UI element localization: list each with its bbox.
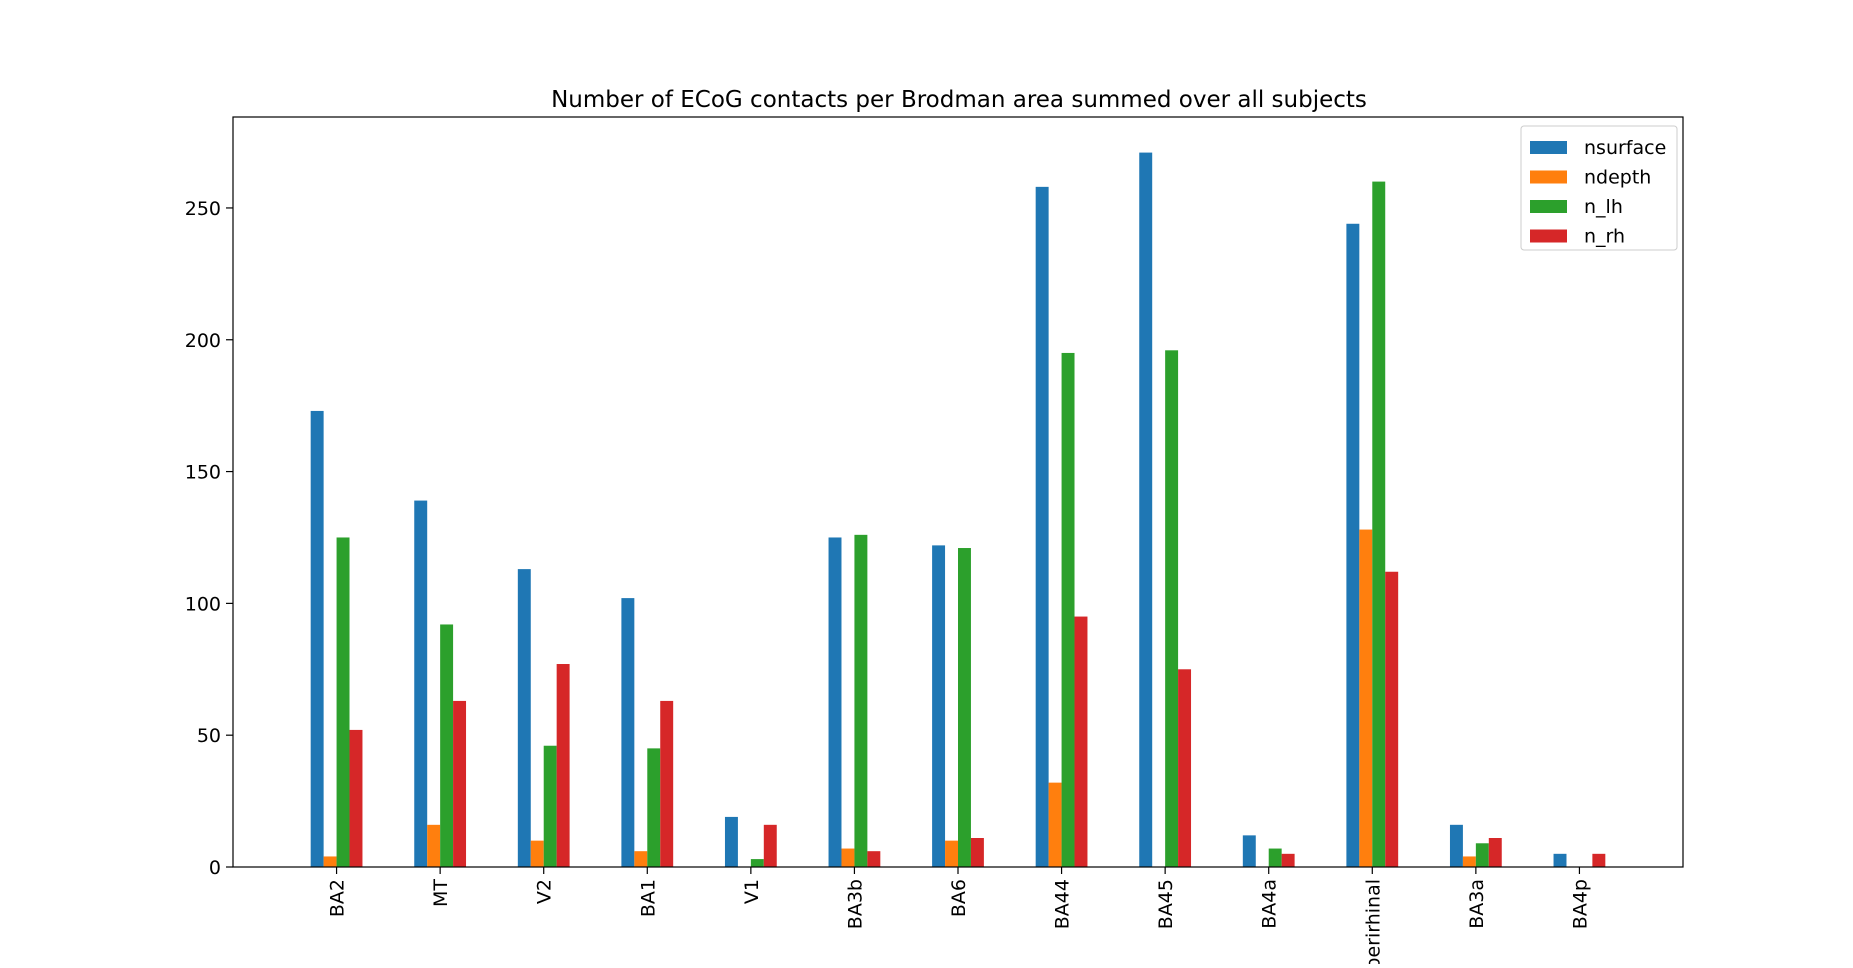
bar-n_lh-BA44 xyxy=(1061,352,1075,867)
x-tick-label-BA45: BA45 xyxy=(1155,879,1177,929)
bar-n_rh-BA4a xyxy=(1281,853,1295,867)
bar-ndepth-BA44 xyxy=(1048,782,1062,867)
bar-ndepth-BA2 xyxy=(323,856,337,867)
bar-n_rh-BA3b xyxy=(867,851,881,867)
bar-n_rh-perirhinal xyxy=(1385,571,1399,867)
bar-nsurface-BA2 xyxy=(310,410,324,867)
bar-nsurface-BA4a xyxy=(1242,835,1256,867)
bar-nsurface-BA3a xyxy=(1449,824,1463,867)
bar-n_rh-BA2 xyxy=(349,729,363,867)
bar-n_rh-V2 xyxy=(556,664,570,867)
y-tick-label: 0 xyxy=(209,857,221,879)
x-tick-label-BA3a: BA3a xyxy=(1466,879,1488,929)
bar-nsurface-BA4p xyxy=(1553,853,1567,867)
bar-n_lh-BA6 xyxy=(958,548,971,867)
bar-n_lh-BA4a xyxy=(1268,848,1282,867)
bar-n_lh-BA3a xyxy=(1475,843,1489,867)
legend-swatch-n_rh xyxy=(1530,229,1567,243)
bar-n_rh-BA4p xyxy=(1592,853,1606,867)
bar-nsurface-BA3b xyxy=(828,537,842,867)
x-tick-label-BA1: BA1 xyxy=(637,879,659,917)
bar-n_lh-perirhinal xyxy=(1372,181,1386,868)
legend-label-ndepth: ndepth xyxy=(1584,167,1651,189)
y-tick-label: 200 xyxy=(185,330,221,352)
bar-nsurface-V2 xyxy=(517,569,531,867)
bar-nsurface-BA44 xyxy=(1035,186,1049,868)
x-tick-label-V2: V2 xyxy=(534,879,556,904)
bar-n_lh-V1 xyxy=(750,859,764,867)
x-tick-label-MT: MT xyxy=(430,879,452,907)
legend-label-n_lh: n_lh xyxy=(1584,196,1623,218)
bar-n_lh-V2 xyxy=(543,745,557,867)
bar-n_lh-BA3b xyxy=(854,534,868,867)
bar-n_rh-BA44 xyxy=(1074,616,1088,867)
legend: nsurface ndepth n_lh n_rh xyxy=(1520,125,1678,251)
legend-swatch-ndepth xyxy=(1530,170,1567,184)
bar-nsurface-MT xyxy=(414,500,428,867)
legend-label-nsurface: nsurface xyxy=(1584,137,1666,159)
bar-nsurface-BA45 xyxy=(1139,152,1153,867)
bar-n_rh-BA3a xyxy=(1488,838,1502,867)
x-axis: BA2 MT V2 BA1 V1 BA3b BA6 BA44 BA45 BA4a perirhina… xyxy=(327,867,1591,968)
x-tick-label-BA6: BA6 xyxy=(948,879,970,917)
bar-n_lh-BA45 xyxy=(1165,350,1179,867)
bar-ndepth-BA3b xyxy=(841,848,855,867)
y-tick-label: 250 xyxy=(185,198,221,220)
bar-n_rh-MT xyxy=(453,700,467,867)
legend-swatch-n_lh xyxy=(1530,200,1567,213)
bar-ndepth-V2 xyxy=(530,840,544,867)
y-tick-label: 50 xyxy=(197,725,221,747)
bar-nsurface-V1 xyxy=(724,816,738,867)
bar-ndepth-BA3a xyxy=(1462,856,1476,867)
x-tick-label-BA4a: BA4a xyxy=(1259,879,1281,929)
bar-nsurface-perirhinal xyxy=(1346,223,1360,868)
chart-title: Number of ECoG contacts per Brodman area… xyxy=(551,87,1367,113)
legend-label-n_rh: n_rh xyxy=(1584,226,1625,248)
bar-n_lh-BA1 xyxy=(647,748,661,867)
x-tick-label-perirhinal: perirhinal xyxy=(1362,879,1384,964)
x-tick-label-BA4p: BA4p xyxy=(1569,879,1591,929)
bar-ndepth-BA6 xyxy=(945,840,958,867)
legend-box xyxy=(1520,125,1678,251)
bar-nsurface-BA1 xyxy=(621,598,635,867)
bar-ndepth-perirhinal xyxy=(1359,529,1373,867)
bar-n_rh-BA1 xyxy=(660,700,674,867)
x-tick-label-BA3b: BA3b xyxy=(844,879,866,929)
y-axis: 0 50 100 150 200 250 xyxy=(185,198,233,879)
bar-ndepth-MT xyxy=(427,824,441,867)
x-tick-label-BA44: BA44 xyxy=(1052,879,1074,929)
bar-n_rh-BA6 xyxy=(970,838,984,867)
bars-layer xyxy=(310,152,1606,868)
y-tick-label: 150 xyxy=(185,462,221,484)
bar-n_rh-V1 xyxy=(763,824,777,867)
x-tick-label-V1: V1 xyxy=(741,879,763,904)
bar-n_lh-BA2 xyxy=(336,537,350,867)
x-tick-label-BA2: BA2 xyxy=(327,879,349,917)
y-tick-label: 100 xyxy=(185,593,221,615)
bar-n_rh-BA45 xyxy=(1178,669,1192,867)
bar-ndepth-BA1 xyxy=(634,851,648,867)
bar-n_lh-MT xyxy=(440,624,454,867)
bar-nsurface-BA6 xyxy=(932,545,946,867)
legend-swatch-nsurface xyxy=(1530,141,1567,154)
